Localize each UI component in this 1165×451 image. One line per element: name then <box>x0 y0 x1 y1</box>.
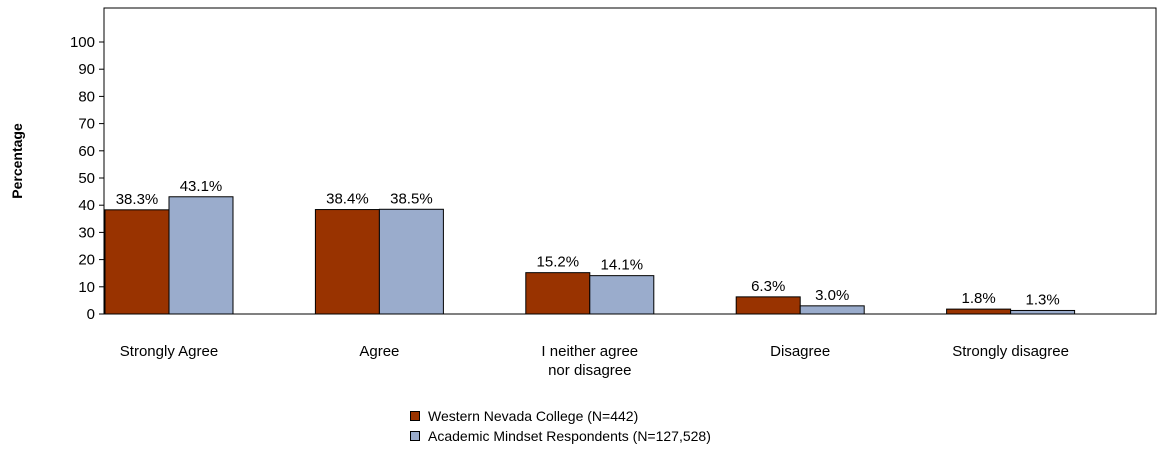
x-tick-label-3-line-2: nor disagree <box>548 362 631 379</box>
data-label-1-2: 38.4% <box>326 191 369 208</box>
x-tick-label-4: Disagree <box>770 343 830 360</box>
bar-2-1 <box>168 196 234 315</box>
y-tick-label: 40 <box>78 197 95 214</box>
y-tick-label: 100 <box>70 34 95 51</box>
bar-2-2 <box>378 208 444 315</box>
bar-1-1 <box>104 209 170 315</box>
legend-label-series-2: Academic Mindset Respondents (N=127,528) <box>428 428 711 444</box>
data-label-2-4: 3.0% <box>815 287 849 304</box>
data-label-1-1: 38.3% <box>116 191 159 208</box>
data-label-2-3: 14.1% <box>601 257 644 274</box>
data-label-2-1: 43.1% <box>180 178 223 195</box>
y-axis-title: Percentage <box>9 123 25 199</box>
bar-1-5 <box>946 308 1012 315</box>
legend-item-series-1: Western Nevada College (N=442) <box>410 406 711 426</box>
bar-1-3 <box>525 272 591 315</box>
y-axis-title-group: Percentage <box>9 123 25 199</box>
bar-2-4 <box>799 305 865 315</box>
bar-2-5 <box>1010 309 1076 315</box>
legend-label-series-1: Western Nevada College (N=442) <box>428 408 639 424</box>
legend-swatch-series-2 <box>410 431 420 441</box>
bar-2-3 <box>589 275 655 315</box>
x-tick-label-5: Strongly disagree <box>952 343 1069 360</box>
data-labels: 38.3% 43.1% 38.4% 38.5% 15.2% 14.1% 6.3% 3.0% 1.… <box>116 178 1060 309</box>
y-tick-label: 30 <box>78 224 95 241</box>
bar-1-2 <box>314 209 380 315</box>
y-tick-label: 50 <box>78 170 95 187</box>
y-tick-label: 20 <box>78 252 95 269</box>
data-label-1-4: 6.3% <box>751 278 785 295</box>
x-axis: Strongly Agree Agree I neither agree nor di… <box>120 343 1069 379</box>
y-tick-label: 70 <box>78 116 95 133</box>
data-label-2-2: 38.5% <box>390 190 433 207</box>
legend-item-series-2: Academic Mindset Respondents (N=127,528) <box>410 426 711 446</box>
data-label-1-5: 1.8% <box>961 290 995 307</box>
data-label-2-5: 1.3% <box>1025 291 1059 308</box>
legend: Western Nevada College (N=442) Academic … <box>410 406 711 446</box>
legend-swatch-series-1 <box>410 411 420 421</box>
y-tick-label: 90 <box>78 61 95 78</box>
y-tick-label: 80 <box>78 88 95 105</box>
data-label-1-3: 15.2% <box>537 254 580 271</box>
y-axis: 0 10 20 30 40 50 60 70 80 90 100 <box>70 34 104 323</box>
y-tick-label: 60 <box>78 143 95 160</box>
x-tick-label-2: Agree <box>359 343 399 360</box>
x-tick-label-3-line-1: I neither agree <box>541 343 638 360</box>
x-tick-label-1: Strongly Agree <box>120 343 218 360</box>
bar-1-4 <box>735 296 801 315</box>
bars <box>104 196 1076 315</box>
y-tick-label: 0 <box>87 306 95 323</box>
y-tick-label: 10 <box>78 279 95 296</box>
